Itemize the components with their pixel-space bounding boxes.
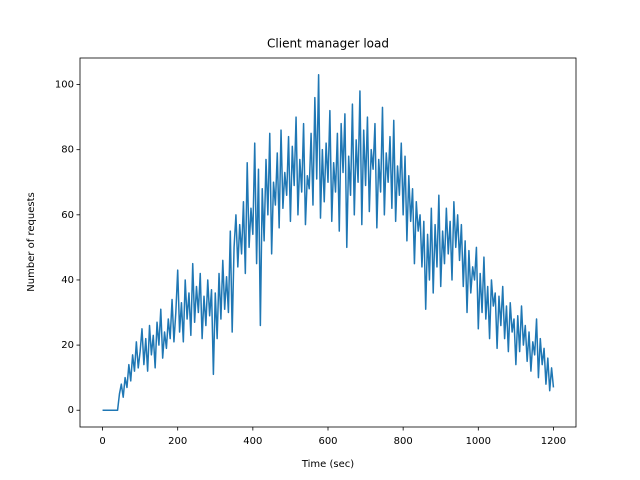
x-tick-label: 400 [243,436,262,447]
x-tick-label: 1200 [541,436,566,447]
x-tick-label: 800 [394,436,413,447]
y-tick-label: 20 [61,340,74,351]
y-tick-label: 100 [55,80,74,91]
chart-title: Client manager load [267,37,389,51]
y-tick-label: 40 [61,275,74,286]
y-axis-label: Number of requests [26,192,37,291]
plot-frame [79,57,577,428]
x-tick-label: 0 [99,436,105,447]
x-tick-label: 600 [318,436,337,447]
y-tick-label: 0 [68,405,74,416]
x-tick-label: 200 [168,436,187,447]
x-axis-label: Time (sec) [301,459,354,470]
y-tick-label: 60 [61,210,74,221]
data-line [102,74,555,411]
x-tick-label: 1000 [466,436,491,447]
y-tick-label: 80 [61,145,74,156]
